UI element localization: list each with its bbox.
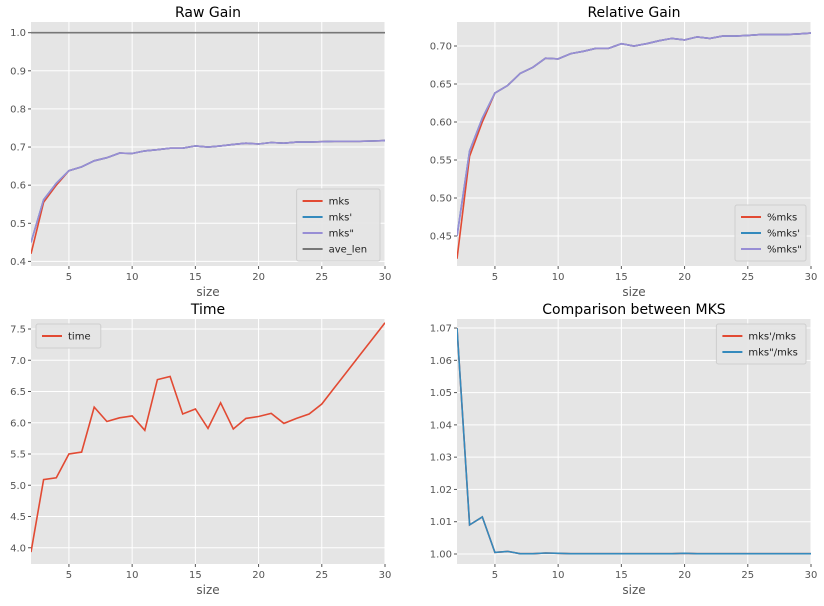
legend-box (296, 188, 381, 262)
legend-box (734, 204, 807, 262)
x-tick-label: 5 (66, 272, 72, 283)
y-tick-label: 6.5 (10, 387, 26, 398)
legend: mks'/mks mks"/mks (715, 323, 807, 365)
x-axis-label: size (622, 285, 645, 299)
legend-label: ave_len (329, 245, 367, 256)
x-tick-label: 10 (126, 570, 139, 581)
subplot-1: 5 10 15 20 25 30 0.4 0.5 0.6 0.7 0.8 0.9 1.0 Raw Gain… (10, 5, 391, 299)
y-tick-label: 0.4 (10, 257, 26, 268)
legend: mks mks' mks" ave_len (296, 188, 381, 262)
x-tick-label: 25 (315, 272, 328, 283)
legend-label: mks' (329, 213, 353, 224)
y-tick-label: 1.0 (10, 28, 26, 39)
chart-title: Relative Gain (587, 5, 680, 21)
legend-label: time (68, 332, 91, 343)
legend-label: %mks" (767, 245, 802, 256)
x-tick-label: 5 (492, 272, 498, 283)
x-tick-label: 25 (741, 570, 754, 581)
legend: %mks %mks' %mks" (734, 204, 807, 262)
y-tick-label: 0.70 (430, 42, 452, 53)
x-tick-label: 15 (189, 272, 202, 283)
x-tick-label: 15 (189, 570, 202, 581)
y-tick-label: 0.55 (430, 155, 452, 166)
x-tick-label: 10 (552, 570, 565, 581)
x-tick-label: 20 (252, 272, 265, 283)
series-line-3 (31, 139, 385, 243)
y-tick-label: 0.8 (10, 104, 26, 115)
y-tick-label: 0.6 (10, 181, 26, 192)
y-tick-label: 0.7 (10, 143, 26, 154)
x-tick-label: 30 (805, 570, 818, 581)
x-axis-label: size (196, 285, 219, 299)
y-tick-label: 6.0 (10, 418, 26, 429)
legend-label: %mks (767, 213, 797, 224)
x-tick-label: 30 (379, 272, 392, 283)
y-tick-label: 1.01 (430, 517, 452, 528)
y-tick-label: 0.5 (10, 219, 26, 230)
x-axis-label: size (622, 583, 645, 597)
x-tick-label: 10 (126, 272, 139, 283)
x-tick-label: 20 (252, 570, 265, 581)
y-tick-label: 7.5 (10, 325, 26, 336)
x-tick-label: 30 (379, 570, 392, 581)
legend-label: mks"/mks (748, 348, 797, 359)
y-tick-label: 5.0 (10, 481, 26, 492)
legend-box (715, 323, 807, 365)
series-line-3 (457, 32, 811, 237)
legend-label: mks" (329, 229, 354, 240)
legend-box (35, 323, 102, 349)
subplot-4: 5 10 15 20 25 30 1.00 1.01 1.02 1.03 1.04 1.05 1.06 1… (430, 302, 818, 597)
y-tick-label: 1.06 (430, 356, 452, 367)
x-tick-label: 15 (615, 570, 628, 581)
legend-label: mks (329, 197, 350, 208)
y-tick-label: 1.03 (430, 453, 452, 464)
x-tick-label: 5 (66, 570, 72, 581)
y-tick-label: 0.45 (430, 231, 452, 242)
series-line-1 (31, 322, 385, 553)
x-tick-label: 25 (315, 570, 328, 581)
y-tick-label: 0.9 (10, 66, 26, 77)
chart-title: Time (190, 302, 225, 318)
x-tick-label: 5 (492, 570, 498, 581)
subplot-3: 5 10 15 20 25 30 4.0 4.5 5.0 5.5 6.0 6.5 7.0 7.5 Time s… (10, 302, 391, 597)
x-tick-label: 15 (615, 272, 628, 283)
x-tick-label: 20 (678, 570, 691, 581)
x-tick-label: 30 (805, 272, 818, 283)
y-tick-label: 1.00 (430, 549, 452, 560)
y-tick-label: 1.04 (430, 420, 452, 431)
series-line-2 (457, 327, 811, 555)
y-tick-label: 1.07 (430, 324, 452, 335)
legend: time (35, 323, 102, 349)
y-tick-label: 5.5 (10, 450, 26, 461)
y-tick-label: 4.0 (10, 543, 26, 554)
y-tick-label: 4.5 (10, 512, 26, 523)
x-axis-label: size (196, 583, 219, 597)
chart-title: Comparison between MKS (542, 302, 726, 318)
subplot-2: 5 10 15 20 25 30 0.45 0.50 0.55 0.60 0.65 0.70 Relat… (430, 5, 818, 299)
x-tick-label: 20 (678, 272, 691, 283)
legend-label: %mks' (767, 229, 800, 240)
legend-label: mks'/mks (748, 332, 796, 343)
x-tick-label: 25 (741, 272, 754, 283)
y-tick-label: 7.0 (10, 356, 26, 367)
y-tick-label: 0.50 (430, 193, 452, 204)
y-tick-label: 1.02 (430, 485, 452, 496)
chart-title: Raw Gain (175, 5, 241, 21)
y-tick-label: 0.65 (430, 80, 452, 91)
y-tick-label: 0.60 (430, 118, 452, 129)
x-tick-label: 10 (552, 272, 565, 283)
y-tick-label: 1.05 (430, 388, 452, 399)
